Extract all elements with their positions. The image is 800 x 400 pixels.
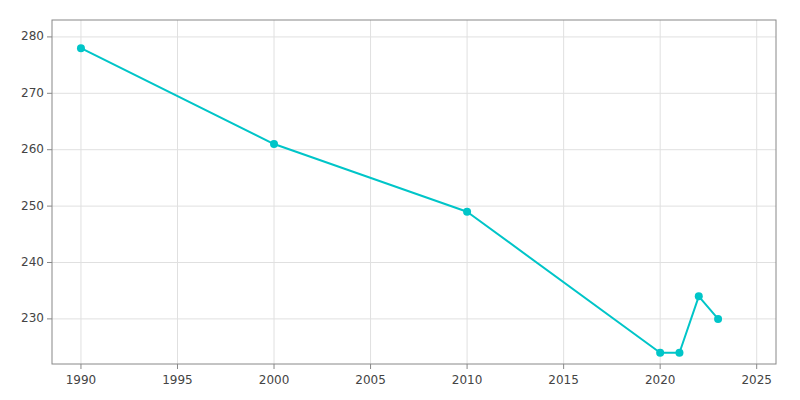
point: [270, 140, 278, 148]
x-tick-label: 2010: [452, 373, 483, 387]
plot-frame: [52, 20, 776, 364]
x-grid-line: [660, 20, 661, 364]
x-grid-line: [563, 20, 564, 364]
y-tick-label: 260: [21, 142, 44, 156]
x-tick: [563, 364, 564, 369]
x-tick: [467, 364, 468, 369]
chart-svg: 230 240 250 260 270 280 1990 1995 2000 2005 2010 20…: [0, 0, 800, 400]
y-tick: [47, 36, 52, 37]
x-tick: [756, 364, 757, 369]
x-grid-line: [274, 20, 275, 364]
point: [77, 44, 85, 52]
y-tick-label: 270: [21, 86, 44, 100]
x-tick: [177, 364, 178, 369]
y-tick-label: 250: [21, 199, 44, 213]
y-tick: [47, 93, 52, 94]
point: [695, 292, 703, 300]
x-grid-line: [80, 20, 81, 364]
x-tick-label: 1995: [162, 373, 193, 387]
x-grid-line: [467, 20, 468, 364]
y-tick: [47, 262, 52, 263]
point: [463, 208, 471, 216]
x-grid-line: [177, 20, 178, 364]
x-tick-label: 2020: [645, 373, 676, 387]
x-tick-label: 2005: [355, 373, 386, 387]
y-grid-line: [52, 206, 776, 207]
y-tick-label: 230: [21, 311, 44, 325]
chart-container: 230 240 250 260 270 280 1990 1995 2000 2005 2010 20…: [0, 0, 800, 400]
point: [656, 349, 664, 357]
y-grid-line: [52, 318, 776, 319]
grid: [52, 20, 776, 364]
x-tick: [274, 364, 275, 369]
x-tick-label: 2015: [548, 373, 579, 387]
y-tick-label: 240: [21, 255, 44, 269]
y-grid-line: [52, 149, 776, 150]
y-grid-line: [52, 36, 776, 37]
y-tick: [47, 149, 52, 150]
y-tick: [47, 318, 52, 319]
line: [81, 48, 718, 353]
x-tick: [80, 364, 81, 369]
data-group: [77, 44, 722, 357]
x-grid-line: [756, 20, 757, 364]
x-tick: [660, 364, 661, 369]
x-tick-label: 2000: [259, 373, 290, 387]
x-tick-label: 1990: [66, 373, 97, 387]
axes: 230 240 250 260 270 280 1990 1995 2000 2005 2010 20…: [21, 29, 772, 387]
y-grid-line: [52, 262, 776, 263]
y-grid-line: [52, 93, 776, 94]
y-tick: [47, 206, 52, 207]
x-tick-label: 2025: [741, 373, 772, 387]
point: [675, 349, 683, 357]
y-tick-label: 280: [21, 29, 44, 43]
x-tick: [370, 364, 371, 369]
x-grid-line: [370, 20, 371, 364]
point: [714, 315, 722, 323]
